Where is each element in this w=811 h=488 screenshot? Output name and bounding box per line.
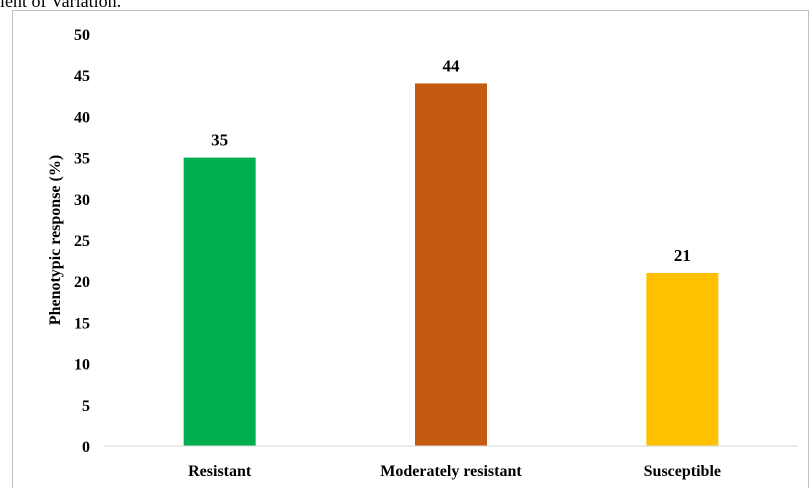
y-axis-ticks: 0 5 10 15 20 25 30 35 40 45 50: [74, 27, 90, 456]
chart-frame: [12, 10, 809, 488]
y-tick-label: 30: [74, 192, 90, 209]
figure-caption-fragment: ient of Variation.: [0, 0, 122, 11]
y-tick-label: 20: [74, 274, 90, 291]
y-tick-label: 0: [82, 439, 90, 456]
data-label: 44: [443, 56, 461, 75]
bar-susceptible: [646, 272, 719, 446]
y-tick-label: 45: [74, 68, 90, 85]
x-category-label: Susceptible: [644, 463, 721, 480]
y-tick-label: 50: [74, 27, 90, 44]
bar-moderately-resistant: [415, 83, 487, 446]
y-tick-label: 15: [74, 315, 90, 332]
x-category-label: Resistant: [188, 463, 252, 480]
y-tick-label: 5: [82, 398, 90, 415]
y-tick-label: 10: [74, 357, 90, 374]
x-category-label: Moderately resistant: [380, 463, 522, 480]
bars: [183, 83, 719, 446]
y-tick-label: 25: [74, 233, 90, 250]
x-axis-labels: Resistant Moderately resistant Susceptible: [188, 463, 721, 480]
data-label: 21: [674, 246, 691, 265]
y-axis-title: Phenotypic response (%): [47, 155, 64, 325]
data-label: 35: [211, 131, 228, 150]
data-labels: 35 44 21: [211, 56, 691, 265]
y-tick-label: 40: [74, 109, 90, 126]
y-tick-label: 35: [74, 151, 90, 168]
bar-resistant: [183, 157, 256, 446]
